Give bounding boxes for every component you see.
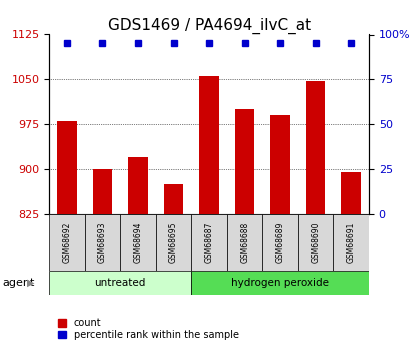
Text: GSM68687: GSM68687 (204, 222, 213, 263)
Bar (234, 109, 254, 214)
Bar (262, 214, 297, 271)
Text: GSM68688: GSM68688 (240, 222, 249, 263)
Bar (305, 80, 325, 214)
Bar (85, 214, 120, 271)
Text: GSM68695: GSM68695 (169, 221, 178, 263)
Bar (155, 214, 191, 271)
Bar (49, 271, 191, 295)
Bar (120, 214, 155, 271)
Text: GSM68690: GSM68690 (310, 221, 319, 263)
Bar (49, 214, 85, 271)
Text: GSM68689: GSM68689 (275, 222, 284, 263)
Bar (270, 115, 289, 214)
Bar (163, 184, 183, 214)
Text: GSM68694: GSM68694 (133, 221, 142, 263)
Bar (226, 214, 262, 271)
Bar (297, 214, 333, 271)
Bar (341, 172, 360, 214)
Legend: count, percentile rank within the sample: count, percentile rank within the sample (58, 318, 238, 340)
Title: GDS1469 / PA4694_ilvC_at: GDS1469 / PA4694_ilvC_at (107, 18, 310, 34)
Text: GSM68693: GSM68693 (98, 221, 107, 263)
Text: agent: agent (2, 278, 34, 288)
Bar (333, 214, 368, 271)
Text: GSM68692: GSM68692 (62, 222, 71, 263)
Bar (57, 121, 76, 214)
Bar (191, 214, 226, 271)
Text: GSM68691: GSM68691 (346, 222, 355, 263)
Bar (92, 169, 112, 214)
Bar (191, 271, 368, 295)
Text: untreated: untreated (94, 278, 146, 288)
Text: ▶: ▶ (27, 278, 34, 288)
Bar (128, 157, 147, 214)
Text: hydrogen peroxide: hydrogen peroxide (231, 278, 328, 288)
Bar (199, 76, 218, 214)
